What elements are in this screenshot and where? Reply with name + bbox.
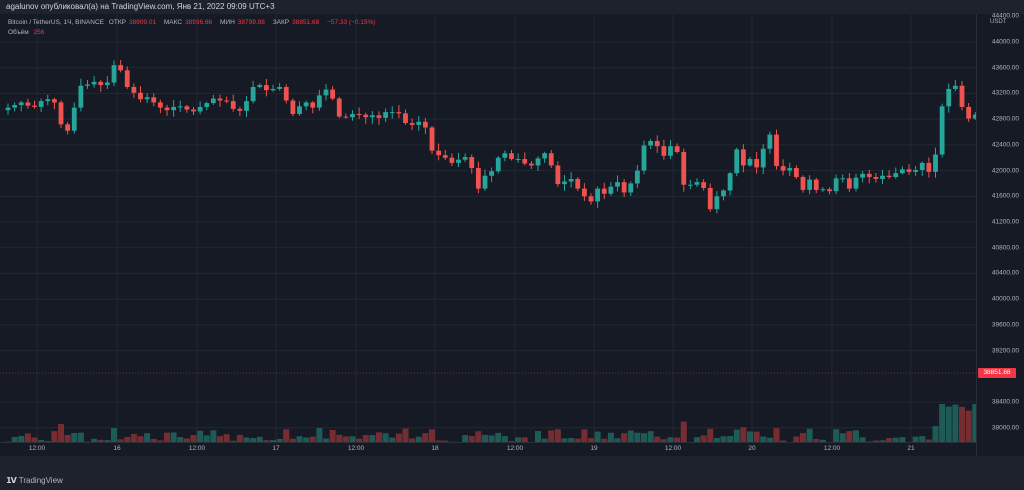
ohlc-row: Bitcoin / TetherUS, 1Ч, BINANCE ОТКР 3890… <box>8 18 378 28</box>
symbol-label[interactable]: Bitcoin / TetherUS, 1Ч, BINANCE <box>8 19 104 26</box>
time-tick-label: 12:00 <box>347 445 365 452</box>
price-tick-label: 38400.00 <box>991 398 1019 406</box>
last-price-label: 38851.68 <box>978 368 1016 379</box>
price-tick-label: 41600.00 <box>991 192 1019 200</box>
price-scale[interactable]: 44000.00 43600.00 43200.00 42800.00 42400.00… <box>976 12 1024 456</box>
price-tick-label: 39200.00 <box>991 347 1019 355</box>
close-label-text: ЗАКР <box>272 19 290 26</box>
chart-legend: Bitcoin / TetherUS, 1Ч, BINANCE ОТКР 3890… <box>8 18 378 38</box>
price-tick-label: 44400.00 <box>991 12 1019 20</box>
tradingview-logo-icon: 𝟭𝗩 <box>6 476 17 485</box>
time-tick-label: 20 <box>748 445 756 452</box>
price-tick-label: 42400.00 <box>991 141 1019 149</box>
volume-row: Объём 256 <box>8 28 378 38</box>
price-tick-label: 43600.00 <box>991 64 1019 72</box>
time-tick-label: 16 <box>113 445 121 452</box>
open-label: ОТКР 38909.01 <box>109 19 159 26</box>
low-label-text: МИН <box>220 19 235 26</box>
time-tick-label: 18 <box>431 445 439 452</box>
brand-text: TradingView <box>18 476 63 485</box>
price-tick-label: 41200.00 <box>991 218 1019 226</box>
price-tick-label: 43200.00 <box>991 89 1019 97</box>
price-tick-label: 40000.00 <box>991 295 1019 303</box>
chart-pane[interactable] <box>0 14 976 456</box>
time-tick-label: 12:00 <box>188 445 206 452</box>
price-tick-label: 42000.00 <box>991 167 1019 175</box>
high-value: 38936.66 <box>185 19 213 26</box>
open-label-text: ОТКР <box>108 19 126 26</box>
volume-value: 256 <box>33 29 45 36</box>
change-value: −57.33 (−0.15%) <box>327 19 376 26</box>
time-scale[interactable]: 12:00 16 12:00 17 12:00 18 12:00 19 12:00 20 12:00… <box>0 442 976 457</box>
low-value: 38799.98 <box>237 19 265 26</box>
time-tick-label: 12:00 <box>28 445 46 452</box>
time-tick-label: 12:00 <box>823 445 841 452</box>
footer: 𝟭𝗩 TradingView <box>0 456 1024 490</box>
price-tick-label: 42800.00 <box>991 115 1019 123</box>
price-tick-label: 38000.00 <box>991 424 1019 432</box>
time-tick-label: 21 <box>907 445 915 452</box>
price-tick-label: 39600.00 <box>991 321 1019 329</box>
time-tick-label: 19 <box>590 445 598 452</box>
time-tick-label: 17 <box>272 445 280 452</box>
currency-label: USDT <box>990 19 1007 25</box>
time-tick-label: 12:00 <box>506 445 524 452</box>
candlestick-chart[interactable] <box>0 0 976 456</box>
open-value: 38909.01 <box>128 19 157 26</box>
volume-label[interactable]: Объём <box>8 29 29 36</box>
low-label: МИН 38799.98 <box>220 19 268 26</box>
publisher-bar: agalunov опубликовал(а) на TradingView.c… <box>0 0 1024 14</box>
close-label: ЗАКР 38851.68 <box>273 19 323 26</box>
price-tick-label: 40800.00 <box>991 244 1019 252</box>
high-label-text: МАКС <box>163 19 183 26</box>
publisher-text: agalunov опубликовал(а) на TradingView.c… <box>6 2 275 11</box>
price-tick-label: 44000.00 <box>991 38 1019 46</box>
price-tick-label: 40400.00 <box>991 269 1019 277</box>
tradingview-logo[interactable]: 𝟭𝗩 TradingView <box>6 476 63 485</box>
close-value: 38851.68 <box>292 19 320 26</box>
high-label: МАКС 38936.66 <box>164 19 215 26</box>
time-tick-label: 12:00 <box>664 445 682 452</box>
